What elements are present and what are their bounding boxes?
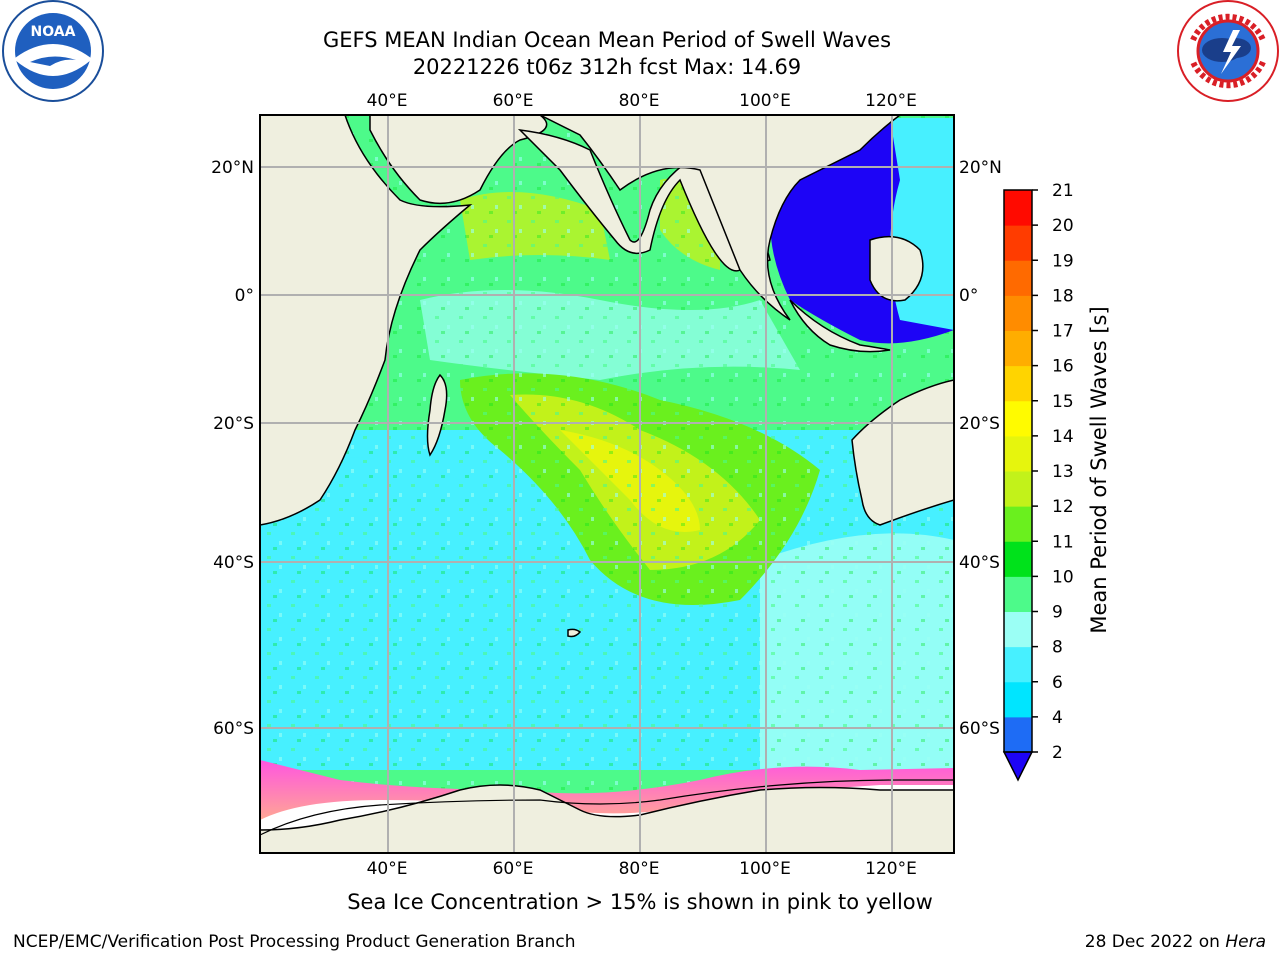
lat-label-left: 0° [235,286,254,306]
lat-label-right: 0° [959,286,978,306]
colorbar-title: Mean Period of Swell Waves [s] [1087,306,1111,633]
colorbar-tick-label: 6 [1052,673,1063,693]
lat-label-left: 20°S [213,414,254,434]
producer-credit: NCEP/EMC/Verification Post Processing Pr… [13,932,576,952]
colorbar-segment [1004,646,1032,683]
lon-label-top: 120°E [865,91,917,111]
lon-label-top: 40°E [367,91,408,111]
colorbar-segment [1004,330,1032,367]
lon-labels-bottom: 40°E 60°E 80°E 100°E 120°E [367,859,917,879]
lat-labels-right: 20°N 0° 20°S 40°S 60°S [959,158,1002,739]
colorbar-segment [1004,611,1032,648]
chart-subtitle: 20221226 t06z 312h fcst Max: 14.69 [412,55,802,79]
madagascar-landmass [426,373,448,457]
colorbar-segment [1004,716,1032,753]
colorbar-tick-label: 4 [1052,708,1063,728]
colorbar-under-arrow [1002,751,1034,782]
colorbar-segment [1004,295,1032,331]
colorbar-tick-label: 14 [1052,427,1074,447]
colorbar-tick-label: 21 [1052,181,1074,201]
lat-label-right: 20°N [959,158,1002,178]
colorbar-tick-label: 11 [1052,532,1074,552]
production-date: 28 Dec 2022 on Hera [1085,932,1266,952]
production-date-text: 28 Dec 2022 on [1084,932,1226,952]
chart-title: GEFS MEAN Indian Ocean Mean Period of Sw… [322,28,892,52]
colorbar-tick-label: 8 [1052,638,1063,658]
lat-label-left: 40°S [213,553,254,573]
colorbar: 2 4 6 8 9 10 11 12 13 14 15 16 17 18 19 20 21 [1002,181,1074,782]
lon-label-top: 60°E [493,91,534,111]
map-area [260,115,954,853]
colorbar-tick-label: 17 [1052,322,1074,342]
graticule [260,115,954,853]
lat-label-left: 20°N [211,158,254,178]
colorbar-tick-label: 18 [1052,286,1074,306]
colorbar-segment [1004,225,1032,261]
lat-label-right: 60°S [959,719,1000,739]
lon-label-top: 80°E [619,91,660,111]
colorbar-segment [1004,365,1032,402]
lat-label-left: 60°S [213,719,254,739]
colorbar-tick-label: 20 [1052,216,1074,236]
sea-ice-note: Sea Ice Concentration > 15% is shown in … [347,890,933,914]
kerguelen-island [567,628,582,638]
national-weather-service-logo [1177,0,1279,102]
lat-labels-left: 20°N 0° 20°S 40°S 60°S [211,158,254,739]
colorbar-segment [1004,506,1032,542]
lon-label-bottom: 60°E [493,859,534,879]
colorbar-segment [1004,260,1032,296]
colorbar-tick-label: 13 [1052,462,1074,482]
noaa-logo: NOAA [2,0,104,102]
colorbar-tick-label: 2 [1052,743,1063,763]
lon-label-bottom: 80°E [619,859,660,879]
lat-label-right: 40°S [959,553,1000,573]
australia-landmass [851,379,954,526]
colorbar-tick-label: 9 [1052,603,1063,623]
colorbar-segment [1004,190,1032,226]
colorbar-tick-label: 12 [1052,497,1074,517]
colorbar-tick-label: 10 [1052,567,1074,587]
map-border [259,114,955,854]
colorbar-tick-label: 15 [1052,392,1074,412]
host-name: Hera [1225,932,1266,952]
lat-label-right: 20°S [959,414,1000,434]
colorbar-tick-label: 19 [1052,251,1074,271]
lon-labels-top: 40°E 60°E 80°E 100°E 120°E [367,91,917,111]
colorbar-segment [1004,471,1032,507]
colorbar-segment [1004,576,1032,612]
colorbar-tick-label: 16 [1052,357,1074,377]
sumatra-java-landmass [789,299,891,353]
lon-label-bottom: 40°E [367,859,408,879]
lon-label-top: 100°E [739,91,791,111]
colorbar-segment [1004,400,1032,437]
lon-label-bottom: 100°E [739,859,791,879]
noaa-logo-text: NOAA [31,24,76,40]
colorbar-segment [1004,681,1032,718]
lon-label-bottom: 120°E [865,859,917,879]
colorbar-segment [1004,435,1032,472]
colorbar-segment [1004,541,1032,577]
